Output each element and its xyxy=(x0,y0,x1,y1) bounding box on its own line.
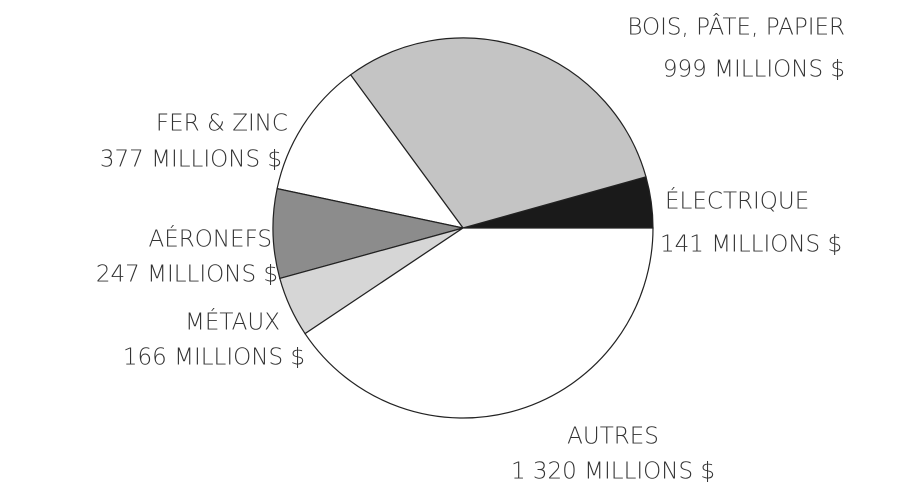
slice-label: AUTRES xyxy=(567,424,659,450)
pie-slice xyxy=(349,37,647,229)
value-label: 377 MILLIONS $ xyxy=(100,147,282,173)
value-label: 247 MILLIONS $ xyxy=(96,262,278,288)
value-label: 141 MILLIONS $ xyxy=(660,232,842,258)
slice-label: FER & ZINC xyxy=(156,111,288,137)
value-label: 166 MILLIONS $ xyxy=(123,345,305,371)
pie-slice xyxy=(276,73,465,229)
slice-label: ÉLECTRIQUE xyxy=(665,187,809,215)
pie-slice xyxy=(304,227,654,419)
slice-label: BOIS, PÂTE, PAPIER xyxy=(627,13,845,41)
value-label: 1 320 MILLIONS $ xyxy=(511,459,715,485)
slice-label: AÉRONEFS xyxy=(148,225,272,253)
slice-label: MÉTAUX xyxy=(185,308,280,336)
value-label: 999 MILLIONS $ xyxy=(663,57,845,83)
